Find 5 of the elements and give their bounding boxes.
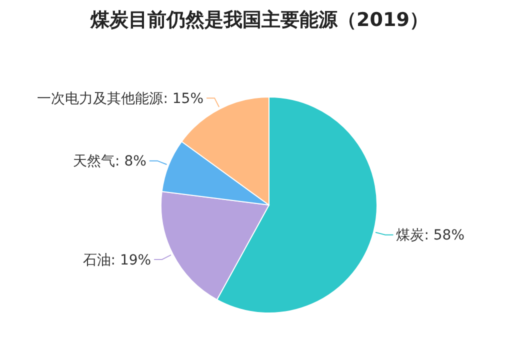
slice-label: 一次电力及其他能源: 15% <box>37 90 204 107</box>
slice-label: 天然气: 8% <box>73 154 146 170</box>
chart-title: 煤炭目前仍然是我国主要能源（2019） <box>90 9 428 31</box>
slice-label: 石油: 19% <box>82 252 152 268</box>
slice-label: 煤炭: 58% <box>396 228 465 244</box>
